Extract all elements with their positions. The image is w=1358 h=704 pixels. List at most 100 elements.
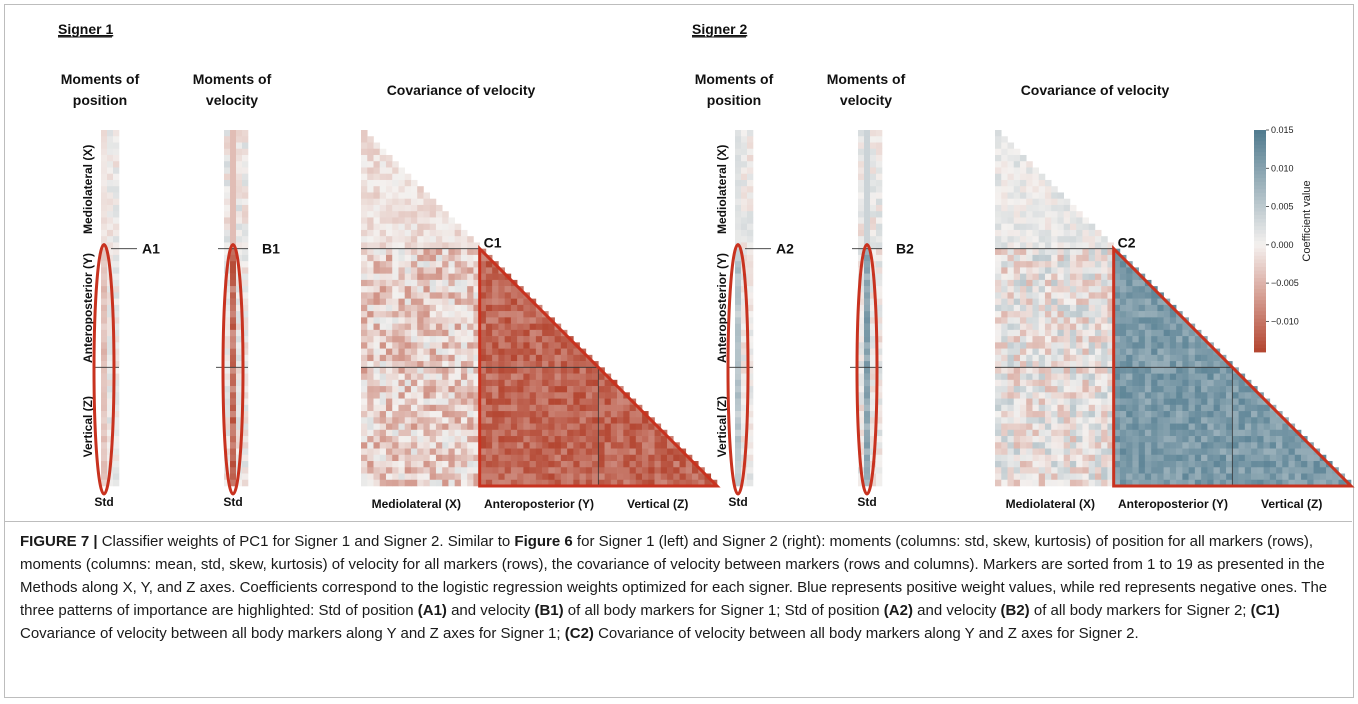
heatmap-cell [392,429,399,437]
heatmap-cell [113,317,120,324]
heatmap-cell [385,186,393,193]
heatmap-cell [604,404,612,412]
heatmap-cell [1007,361,1015,368]
heatmap-cell [410,248,418,256]
heatmap-cell [236,229,243,237]
heatmap-cell [479,311,487,318]
heatmap-cell [479,436,487,443]
heatmap-cell [741,204,748,212]
heatmap-cell [379,186,387,193]
heatmap-cell [1113,392,1121,399]
heatmap-cell [448,417,455,424]
heatmap-cell [230,279,237,287]
heatmap-cell [392,473,399,481]
heatmap-cell [1113,323,1121,331]
heatmap-cell [367,436,374,443]
heatmap-cell [460,286,468,293]
heatmap-cell [1169,473,1177,481]
heatmap-cell [542,398,549,406]
heatmap-cell [473,342,480,349]
heatmap-cell [1007,436,1015,443]
heatmap-cell [876,204,883,212]
colorbar-segment [1254,318,1266,323]
heatmap-cell [585,411,593,418]
heatmap-cell [1232,461,1239,468]
heatmap-cell [1013,204,1021,212]
heatmap-cell [1151,411,1158,418]
heatmap-cell [417,392,424,399]
heatmap-cell [741,298,748,306]
heatmap-cell [1051,211,1058,218]
heatmap-cell [485,411,493,418]
heatmap-cell [379,217,387,224]
heatmap-cell [101,154,108,162]
heatmap-cell [548,379,555,387]
heatmap-cell [417,379,424,387]
heatmap-cell [747,136,754,143]
heatmap-cell [1113,354,1121,362]
heatmap-cell [567,411,574,418]
heatmap-cell [373,173,381,181]
heatmap-cell [435,367,443,374]
heatmap-cell [1132,404,1139,412]
heatmap-cell [1276,417,1283,424]
heatmap-cell [629,442,637,449]
heatmap-cell [1138,386,1146,393]
heatmap-cell [1044,254,1052,262]
heatmap-cell [1113,267,1121,274]
heatmap-cell [610,398,618,406]
heatmap-cell [654,429,662,437]
heatmap-cell [1051,261,1058,268]
heatmap-cell [679,454,687,462]
heatmap-cell [995,448,1002,456]
heatmap-cell [1238,411,1246,418]
heatmap-cell [1094,236,1102,243]
heatmap-cell [1188,329,1196,337]
heatmap-cell [542,323,549,331]
heatmap-cell [385,173,393,181]
heatmap-cell [113,348,120,356]
heatmap-cell [373,379,381,387]
heatmap-cell [236,442,243,449]
heatmap-cell [113,379,120,387]
heatmap-cell [735,336,742,343]
heatmap-cell [1182,379,1189,387]
heatmap-cell [367,217,374,224]
heatmap-cell [1069,404,1077,412]
colorbar-segment [1254,285,1266,290]
heatmap-cell [1176,436,1183,443]
heatmap-cell [242,167,249,175]
heatmap-cell [385,348,393,356]
heatmap-cell [585,454,593,462]
heatmap-cell [1094,448,1102,456]
heatmap-cell [598,454,605,462]
heatmap-cell [1038,373,1046,381]
heatmap-cell [1144,473,1152,481]
heatmap-cell [504,448,512,456]
heatmap-cell [423,286,431,293]
heatmap-cell [1094,479,1102,487]
heatmap-cell [479,461,487,468]
heatmap-cell [573,454,580,462]
heatmap-cell [1132,279,1139,287]
heatmap-cell [442,279,449,287]
heatmap-cell [454,336,462,343]
heatmap-cell [454,361,462,368]
heatmap-cell [870,298,877,306]
heatmap-cell [995,211,1002,218]
heatmap-cell [1007,154,1015,162]
heatmap-cell [610,411,618,418]
heatmap-cell [1163,448,1171,456]
heatmap-cell [1182,417,1189,424]
heatmap-cell [1088,361,1096,368]
heatmap-cell [1082,273,1089,281]
heatmap-cell [1113,436,1121,443]
heatmap-cell [523,467,530,474]
heatmap-cell [504,467,512,474]
heatmap-cell [1001,311,1008,318]
heatmap-cell [392,373,399,381]
heatmap-cell [224,167,231,175]
heatmap-cell [1219,442,1227,449]
heatmap-cell [417,254,424,262]
heatmap-cell [858,479,865,487]
